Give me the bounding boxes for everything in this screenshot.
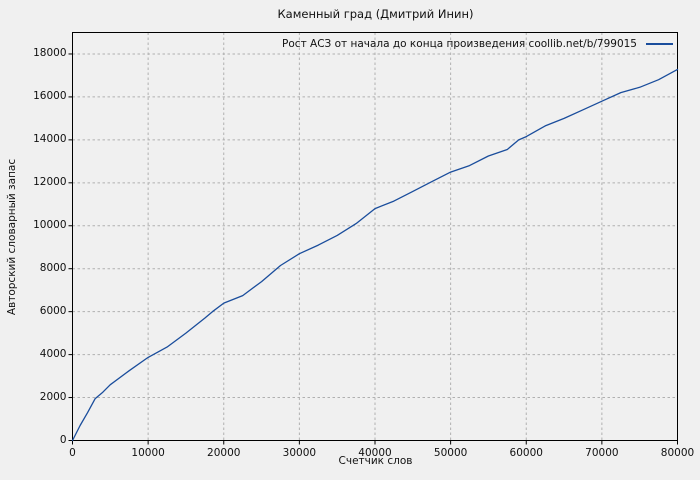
y-tick-label: 18000 — [33, 47, 67, 60]
x-tick-label: 40000 — [358, 446, 392, 459]
y-tick-label: 0 — [59, 434, 67, 446]
legend-line-sample-icon — [646, 43, 673, 45]
x-tick-label: 20000 — [207, 446, 241, 459]
y-tick-label: 8000 — [39, 262, 67, 275]
x-tick-label: 50000 — [433, 446, 468, 459]
chart-title: Каменный град (Дмитрий Инин) — [277, 7, 474, 21]
y-tick-label: 6000 — [39, 305, 67, 318]
x-axis-label: Счетчик слов — [338, 455, 413, 467]
x-tick-label: 70000 — [585, 446, 619, 459]
x-tick-label: 30000 — [282, 446, 317, 459]
asz-growth-line — [71, 68, 679, 442]
gridlines — [72, 32, 678, 441]
legend: Рост АСЗ от начала до конца произведения… — [282, 38, 673, 50]
y-tick-label: 12000 — [33, 176, 67, 189]
y-tick-label: 10000 — [33, 219, 67, 232]
x-tick-label: 10000 — [131, 446, 165, 459]
x-tick-label: 80000 — [660, 446, 695, 459]
legend-label: Рост АСЗ от начала до конца произведения… — [282, 38, 637, 50]
y-tick-label: 14000 — [33, 133, 67, 146]
y-tick-label: 4000 — [39, 348, 67, 361]
axis-ticks — [68, 53, 678, 445]
y-tick-label: 2000 — [39, 391, 67, 404]
x-tick-label: 60000 — [509, 446, 543, 459]
plot-border — [72, 32, 678, 441]
y-tick-label: 16000 — [33, 90, 67, 103]
x-tick-label: 0 — [69, 446, 76, 459]
